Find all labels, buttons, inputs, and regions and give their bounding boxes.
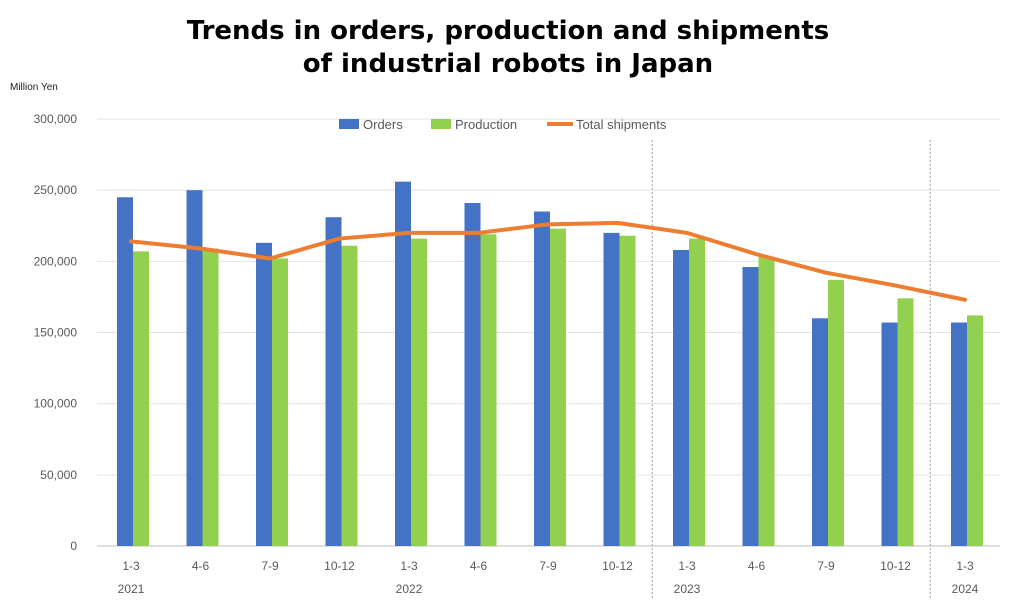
x-tick-label: 1-3 bbox=[678, 559, 696, 573]
y-tick-label: 250,000 bbox=[34, 183, 78, 197]
orders-bar bbox=[325, 217, 342, 546]
x-tick-label: 4-6 bbox=[192, 559, 210, 573]
production-bar bbox=[967, 315, 983, 546]
legend-orders-swatch bbox=[339, 119, 359, 129]
production-bar bbox=[272, 258, 288, 546]
orders-bar bbox=[951, 322, 967, 546]
production-bar bbox=[828, 279, 844, 546]
x-tick-label: 1-3 bbox=[400, 559, 418, 573]
x-tick-label: 10-12 bbox=[324, 559, 355, 573]
production-bar bbox=[411, 238, 427, 546]
production-bar bbox=[550, 228, 566, 546]
production-bar bbox=[202, 248, 219, 547]
x-tick-label: 1-3 bbox=[122, 559, 140, 573]
x-tick-label: 10-12 bbox=[880, 559, 911, 573]
x-tick-label: 7-9 bbox=[817, 559, 835, 573]
orders-bar bbox=[534, 211, 550, 546]
orders-bar bbox=[603, 232, 620, 546]
orders-bar bbox=[256, 242, 272, 546]
y-tick-label: 0 bbox=[70, 539, 77, 553]
x-tick-label: 7-9 bbox=[261, 559, 279, 573]
x-tick-label: 7-9 bbox=[539, 559, 557, 573]
orders-bar bbox=[117, 197, 133, 547]
legend-orders-label: Orders bbox=[363, 117, 403, 132]
orders-bar bbox=[395, 181, 411, 547]
y-tick-label: 50,000 bbox=[40, 468, 77, 482]
chart-title-line-1: Trends in orders, production and shipmen… bbox=[186, 16, 830, 46]
production-bar bbox=[689, 238, 705, 546]
legend-production-swatch bbox=[431, 119, 451, 129]
production-bar bbox=[897, 298, 914, 546]
x-tick-label: 4-6 bbox=[470, 559, 488, 573]
y-tick-label: 100,000 bbox=[34, 397, 78, 411]
chart-title-line-2: of industrial robots in Japan bbox=[302, 49, 714, 79]
x-tick-label: 4-6 bbox=[748, 559, 766, 573]
orders-bar bbox=[186, 190, 203, 546]
x-year-label: 2022 bbox=[396, 582, 423, 596]
legend-shipments-label: Total shipments bbox=[576, 117, 667, 132]
x-year-label: 2021 bbox=[118, 582, 145, 596]
x-tick-label: 10-12 bbox=[602, 559, 633, 573]
x-year-label: 2024 bbox=[952, 582, 979, 596]
production-bar bbox=[480, 234, 497, 547]
production-bar bbox=[341, 245, 358, 546]
production-bar bbox=[758, 257, 775, 546]
y-tick-label: 200,000 bbox=[34, 254, 78, 268]
orders-bar bbox=[812, 318, 828, 546]
production-bar bbox=[133, 251, 149, 546]
x-year-label: 2023 bbox=[674, 582, 701, 596]
y-axis-unit-label: Million Yen bbox=[10, 82, 58, 93]
orders-bar bbox=[742, 267, 759, 546]
orders-bar bbox=[464, 202, 481, 546]
y-tick-label: 300,000 bbox=[34, 112, 78, 126]
legend-production-label: Production bbox=[455, 117, 517, 132]
orders-bar bbox=[881, 322, 898, 546]
y-tick-label: 150,000 bbox=[34, 326, 78, 340]
production-bar bbox=[619, 235, 636, 547]
x-tick-label: 1-3 bbox=[956, 559, 974, 573]
orders-bar bbox=[673, 249, 689, 547]
